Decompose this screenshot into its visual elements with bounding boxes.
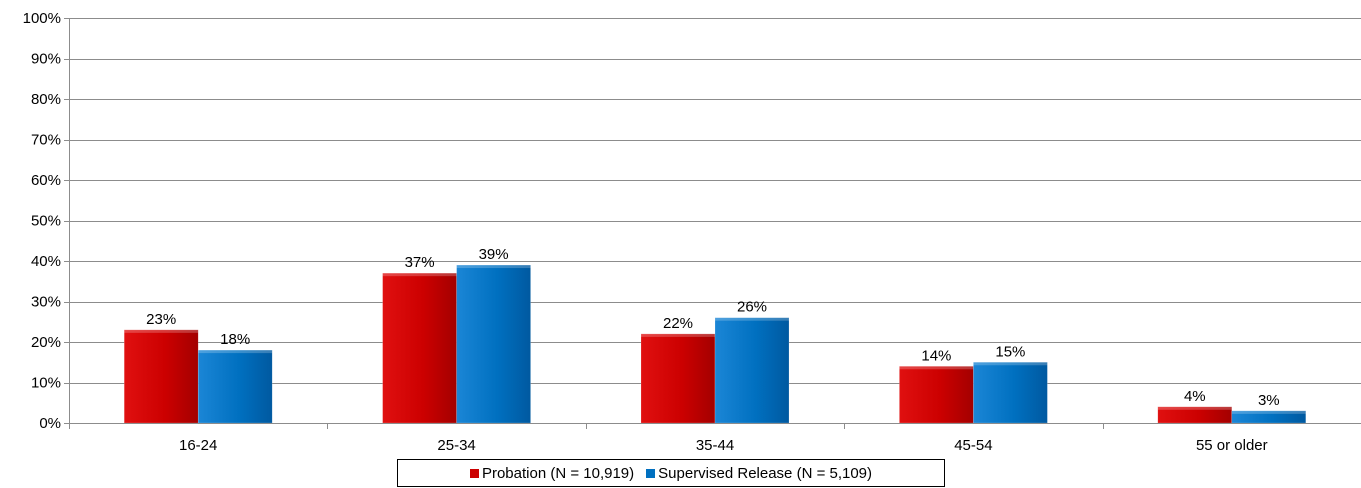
bar-supervised-release-45-54 (973, 362, 1048, 424)
bar-highlight (124, 329, 199, 333)
y-tick-label: 20% (31, 334, 61, 351)
legend-item-supervised-release: Supervised Release (N = 5,109) (646, 465, 872, 482)
y-tick-label: 70% (31, 132, 61, 149)
y-tick-label: 80% (31, 91, 61, 108)
y-tick-label: 0% (39, 415, 61, 432)
x-axis-tick-labels: 16-24 25-34 35-44 45-54 55 or older (179, 437, 1268, 454)
bar-highlight (1157, 406, 1232, 410)
legend-swatch-probation (469, 468, 479, 478)
bar-highlight (715, 317, 789, 321)
legend-label-probation: Probation (N = 10,919) (481, 464, 635, 482)
bar-highlight (382, 273, 457, 277)
bar-highlight (641, 333, 715, 337)
x-tick-label: 55 or older (1196, 437, 1268, 454)
legend-swatch-supervised-release (646, 468, 656, 478)
bar-probation-16-24 (123, 329, 199, 424)
bar-highlight (198, 350, 273, 354)
bar-probation-25-34 (382, 272, 457, 424)
x-tick-label: 25-34 (437, 437, 475, 454)
y-tick-label: 90% (31, 51, 61, 68)
bar-highlight (899, 366, 974, 370)
data-label-probation-45-54: 14% (921, 347, 951, 364)
y-tick-label: 10% (31, 375, 61, 392)
data-label-probation-25-34: 37% (405, 254, 435, 271)
data-label-supervised-release-25-34: 39% (479, 246, 509, 263)
data-label-probation-35-44: 22% (663, 315, 693, 332)
legend-item-probation: Probation (N = 10,919) (469, 464, 635, 482)
legend: Probation (N = 10,919) Supervised Releas… (397, 459, 945, 487)
data-label-supervised-release-55-or-older: 3% (1258, 392, 1280, 409)
bar-supervised-release-16-24 (197, 349, 273, 424)
gridlines (64, 18, 1361, 424)
y-tick-label: 40% (31, 253, 61, 270)
x-tick-label: 16-24 (179, 437, 217, 454)
data-label-probation-55-or-older: 4% (1184, 388, 1206, 405)
y-tick-label: 100% (23, 10, 61, 27)
y-tick-label: 50% (31, 213, 61, 230)
y-tick-label: 30% (31, 294, 61, 311)
bar-highlight (973, 362, 1048, 366)
data-label-probation-16-24: 23% (146, 311, 176, 328)
bar-supervised-release-35-44 (714, 317, 790, 424)
bar-probation-35-44 (640, 333, 716, 424)
data-label-supervised-release-16-24: 18% (220, 331, 250, 348)
bar-highlight (456, 265, 531, 269)
x-tick-label: 45-54 (954, 437, 992, 454)
y-tick-label: 60% (31, 172, 61, 189)
y-axis-tick-labels: 0% 10% 20% 30% 40% 50% 60% 70% 80% 90% 100% (23, 10, 61, 432)
data-labels: 23% 37% 22% 14% 4% 18% 39% 26% 15% 3% (146, 246, 1279, 409)
bar-probation-45-54 (899, 366, 974, 424)
data-label-supervised-release-45-54: 15% (995, 343, 1025, 360)
bars (123, 264, 1307, 424)
bar-highlight (1231, 410, 1306, 414)
x-axis (69, 18, 1361, 429)
legend-label-supervised-release: Supervised Release (N = 5,109) (658, 464, 873, 482)
data-label-supervised-release-35-44: 26% (737, 299, 767, 316)
bar-supervised-release-25-34 (456, 264, 531, 424)
x-tick-label: 35-44 (696, 437, 734, 454)
